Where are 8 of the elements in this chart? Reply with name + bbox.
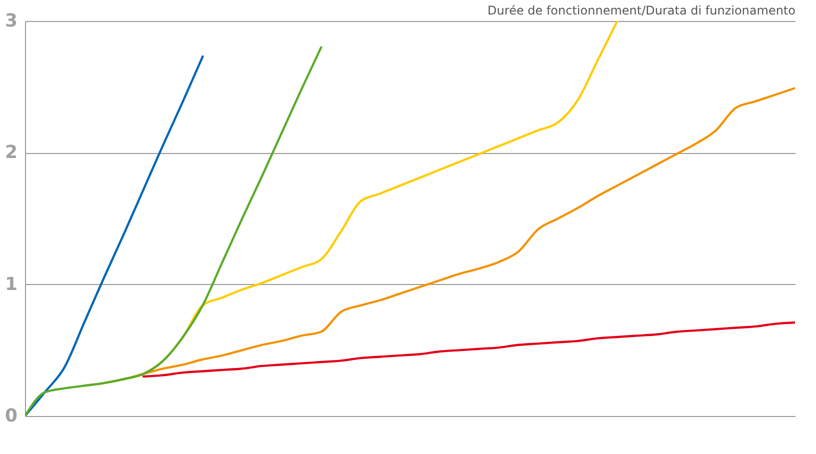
line-series: [142, 321, 795, 378]
y-tick-label: 3: [4, 10, 18, 32]
line-series: [25, 46, 322, 416]
line-series: [25, 55, 204, 416]
y-tick-label: 2: [4, 142, 18, 164]
y-tick-label: 1: [4, 274, 18, 295]
y-tick-label: 0: [4, 406, 18, 426]
x-axis-title: Durée de fonctionnement/Durata di funzionamento: [488, 4, 796, 18]
